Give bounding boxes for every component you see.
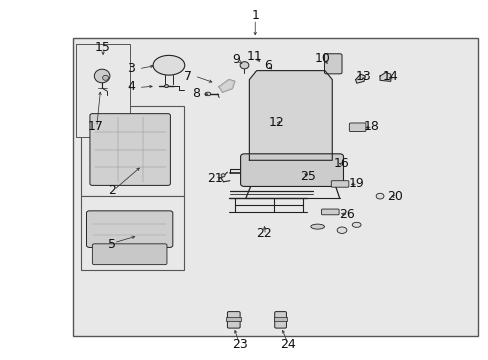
Bar	[273, 317, 287, 320]
Ellipse shape	[153, 55, 184, 75]
FancyBboxPatch shape	[240, 154, 343, 186]
Text: 15: 15	[94, 41, 110, 54]
Text: 4: 4	[127, 80, 135, 93]
Ellipse shape	[375, 193, 383, 199]
Text: 12: 12	[268, 116, 284, 129]
Text: 24: 24	[280, 338, 296, 351]
Text: 6: 6	[264, 59, 271, 72]
Bar	[76, 44, 130, 137]
Ellipse shape	[351, 222, 360, 227]
FancyBboxPatch shape	[330, 181, 348, 187]
FancyBboxPatch shape	[92, 244, 166, 265]
Text: 19: 19	[348, 177, 364, 190]
Ellipse shape	[221, 174, 224, 177]
Ellipse shape	[102, 75, 108, 80]
FancyBboxPatch shape	[86, 211, 172, 247]
FancyBboxPatch shape	[90, 114, 170, 185]
Bar	[81, 107, 183, 196]
Ellipse shape	[204, 92, 210, 96]
Text: 26: 26	[338, 208, 354, 221]
Polygon shape	[379, 72, 390, 81]
Ellipse shape	[240, 62, 248, 69]
Text: 18: 18	[363, 120, 378, 133]
Text: 25: 25	[299, 170, 315, 183]
Text: 13: 13	[355, 69, 371, 82]
Text: 9: 9	[232, 53, 240, 66]
FancyBboxPatch shape	[348, 123, 365, 132]
FancyBboxPatch shape	[227, 312, 240, 328]
Text: 20: 20	[386, 190, 402, 203]
Bar	[73, 39, 477, 336]
Polygon shape	[317, 157, 339, 167]
Polygon shape	[249, 71, 331, 160]
Ellipse shape	[336, 227, 346, 233]
Text: 10: 10	[314, 51, 330, 64]
Text: 16: 16	[333, 157, 349, 170]
Polygon shape	[355, 74, 365, 83]
Text: 7: 7	[184, 69, 192, 82]
Text: 22: 22	[256, 227, 271, 240]
Ellipse shape	[164, 85, 168, 87]
FancyBboxPatch shape	[321, 209, 338, 215]
Text: 17: 17	[88, 120, 103, 133]
Bar	[81, 196, 183, 270]
Text: 11: 11	[246, 50, 262, 63]
Ellipse shape	[310, 224, 324, 229]
FancyBboxPatch shape	[274, 312, 286, 328]
Text: 14: 14	[382, 69, 398, 82]
Polygon shape	[219, 80, 234, 92]
Text: 3: 3	[127, 62, 135, 75]
FancyBboxPatch shape	[324, 54, 341, 74]
Text: 21: 21	[207, 172, 223, 185]
Ellipse shape	[94, 69, 110, 83]
Text: 23: 23	[231, 338, 247, 351]
Text: 8: 8	[191, 87, 199, 100]
Text: 5: 5	[108, 238, 116, 251]
Text: 1: 1	[251, 9, 259, 22]
Polygon shape	[276, 117, 288, 127]
Bar	[226, 317, 241, 320]
Text: 2: 2	[108, 184, 116, 197]
